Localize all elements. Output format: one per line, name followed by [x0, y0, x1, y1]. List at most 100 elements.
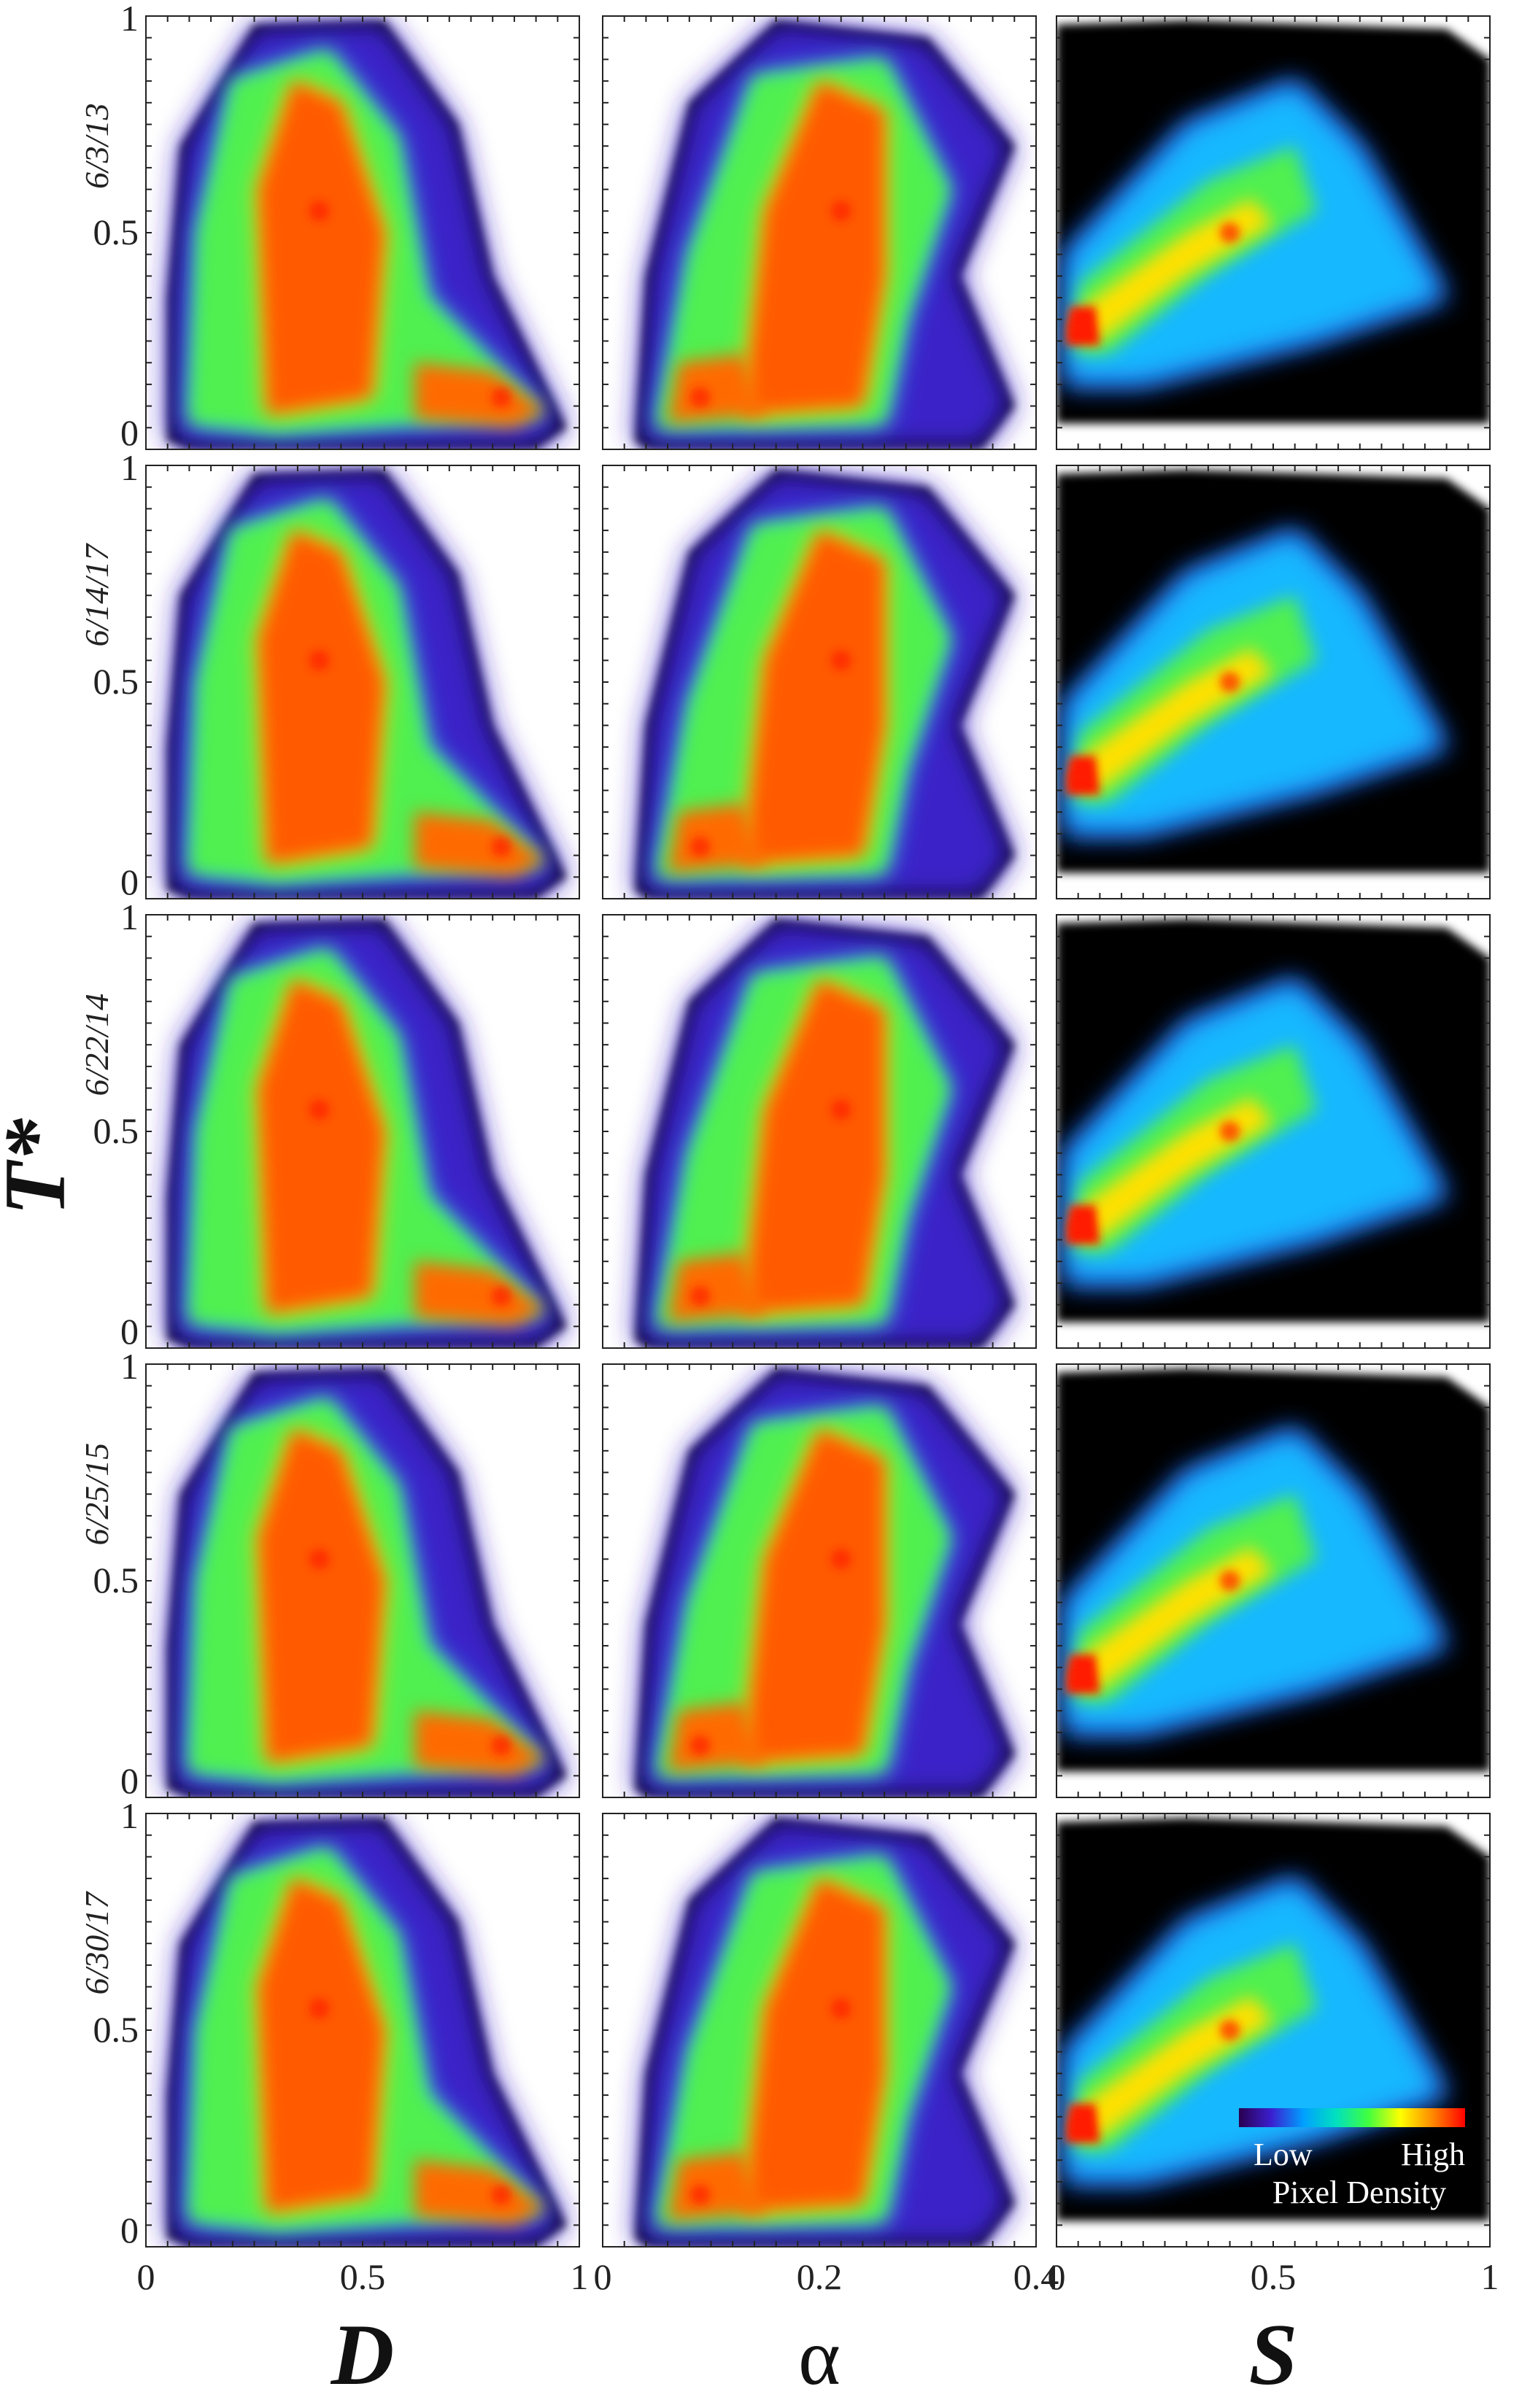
x-tick-label: 1 — [571, 2256, 589, 2297]
density-heatmap — [635, 1817, 1015, 2247]
y-tick-label: 1 — [120, 897, 139, 937]
panel-r4-c2 — [602, 1363, 1037, 1798]
density-high — [258, 1429, 385, 1763]
y-tick-label: 0.5 — [93, 212, 139, 252]
y-tick-label: 0 — [120, 1311, 139, 1352]
colorbar-low-label: Low — [1253, 2137, 1313, 2172]
density-mode-1 — [309, 650, 330, 671]
x-tick-label: 0.5 — [1251, 2256, 1297, 2297]
density-high — [743, 81, 885, 415]
row-label-date: 6/25/15 — [78, 1443, 115, 1546]
density-mode-2 — [491, 836, 512, 857]
row-label-date: 6/22/14 — [78, 994, 115, 1096]
density-secondary-mode — [668, 1702, 765, 1772]
y-tick-label: 1 — [120, 1795, 139, 1836]
density-heatmap — [635, 918, 1015, 1348]
density-mode-2 — [491, 1285, 512, 1306]
density-heatmap — [1056, 20, 1490, 424]
y-axis-title: T* — [0, 1118, 83, 1215]
density-secondary-mode — [668, 354, 765, 424]
y-tick-label: 0 — [120, 862, 139, 902]
density-high — [743, 530, 885, 864]
y-tick-label: 1 — [120, 447, 139, 488]
density-mode-2 — [491, 387, 512, 408]
density-secondary-mode — [414, 812, 545, 878]
density-mode-1 — [309, 201, 330, 222]
panel-r4-c3 — [1056, 1363, 1491, 1798]
density-heatmap — [1056, 469, 1490, 873]
density-mode-1 — [830, 650, 851, 671]
x-tick-label: 0 — [1048, 2256, 1066, 2297]
panel-r2-c3 — [1056, 465, 1491, 899]
panel-r5-c1 — [145, 1813, 580, 2248]
panel-r4-c1 — [145, 1363, 580, 1798]
density-secondary-mode — [414, 363, 545, 428]
density-mode-2 — [689, 836, 711, 857]
density-mode-2 — [1219, 2020, 1240, 2040]
colorbar-title: Pixel Density — [1272, 2175, 1446, 2210]
panel-r1-c2 — [602, 15, 1037, 450]
density-mode-2 — [1219, 672, 1240, 692]
row-label-date: 6/14/17 — [78, 543, 115, 647]
density-mode-2 — [1219, 1121, 1240, 1142]
density-high — [258, 530, 385, 864]
density-heatmap — [167, 469, 567, 899]
density-mode-1 — [309, 1549, 330, 1570]
density-heatmap — [635, 469, 1015, 899]
density-mode-2 — [491, 2184, 512, 2205]
density-mode-2 — [1219, 1571, 1240, 1591]
y-tick-label: 0 — [120, 412, 139, 453]
density-mode-2 — [491, 1735, 512, 1756]
panel-r2-c2 — [602, 465, 1037, 899]
density-mode-1 — [309, 1099, 330, 1120]
panel-r5-c3 — [1056, 1813, 1491, 2248]
density-mode-1 — [830, 201, 851, 222]
x-tick-label: 1 — [1481, 2256, 1499, 2297]
density-mode-1 — [1067, 317, 1089, 338]
density-high — [258, 980, 385, 1314]
density-high — [743, 1429, 885, 1763]
panel-r1-c3 — [1056, 15, 1491, 450]
density-heatmap — [167, 918, 567, 1348]
density-mode-1 — [1067, 2115, 1089, 2136]
density-heatmap — [1056, 918, 1490, 1323]
y-tick-label: 0.5 — [93, 661, 139, 702]
x-tick-label: 0.4 — [1013, 2256, 1059, 2297]
density-heatmap — [1056, 1368, 1490, 1772]
y-tick-label: 1 — [120, 0, 139, 39]
y-tick-label: 1 — [120, 1346, 139, 1387]
x-axis-title: S — [1249, 2306, 1298, 2403]
panel-r5-c2 — [602, 1813, 1037, 2248]
y-tick-label: 0 — [120, 1760, 139, 1801]
panel-r3-c3 — [1056, 914, 1491, 1349]
density-secondary-mode — [414, 1261, 545, 1327]
density-high — [743, 1878, 885, 2213]
density-mode-1 — [309, 1998, 330, 2019]
density-mode-2 — [689, 1285, 711, 1306]
y-tick-label: 0.5 — [93, 2009, 139, 2050]
density-mode-1 — [1067, 767, 1089, 788]
density-heatmap — [635, 20, 1015, 449]
y-tick-label: 0.5 — [93, 1560, 139, 1600]
density-mode-1 — [830, 1549, 851, 1570]
y-tick-label: 0 — [120, 2210, 139, 2250]
density-heatmap — [167, 1817, 567, 2247]
density-secondary-mode — [668, 1253, 765, 1323]
panel-grid — [145, 15, 1491, 2248]
density-secondary-mode — [414, 1711, 545, 1776]
density-mode-1 — [1067, 1216, 1089, 1237]
panel-r3-c2 — [602, 914, 1037, 1349]
row-label-date: 6/3/13 — [78, 103, 115, 189]
density-mode-1 — [1067, 1665, 1089, 1687]
panel-r1-c1 — [145, 15, 580, 450]
y-tick-label: 0.5 — [93, 1110, 139, 1151]
x-axis-title: α — [798, 2312, 841, 2401]
x-tick-label: 0 — [594, 2256, 612, 2297]
colorbar-high-label: High — [1401, 2137, 1465, 2172]
panel-r3-c1 — [145, 914, 580, 1349]
density-mode-1 — [830, 1998, 851, 2019]
density-mode-2 — [689, 1735, 711, 1756]
row-label-date: 6/30/17 — [78, 1891, 115, 1995]
